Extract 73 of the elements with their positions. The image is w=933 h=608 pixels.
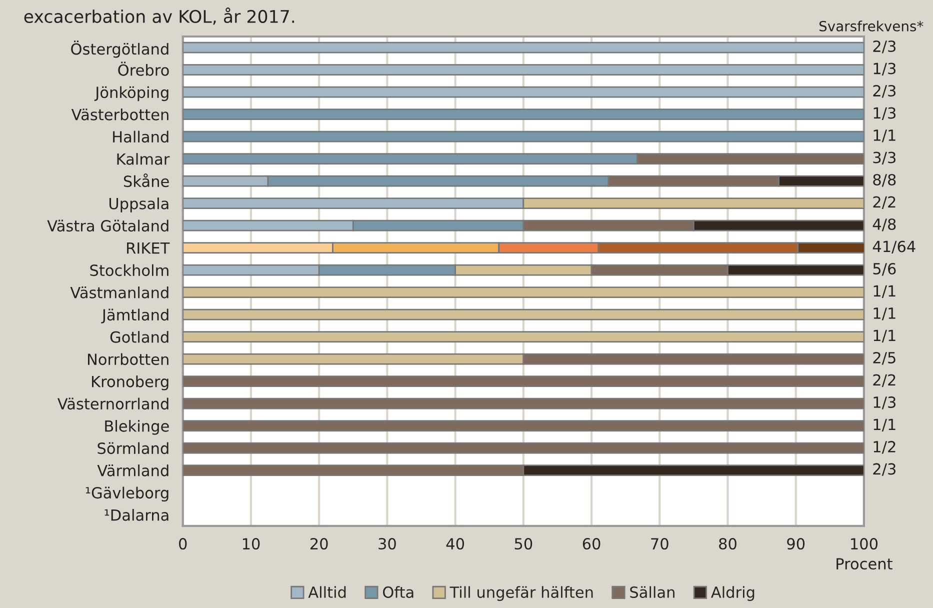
y-tick-label: Uppsala — [109, 198, 168, 212]
text: Svarsfrekvens* — [819, 20, 924, 32]
y-tick-label: Sörmland — [98, 442, 168, 454]
x-tick-label: 50 — [514, 538, 532, 550]
y-tick-label: Västernorrland — [57, 398, 168, 410]
x-tick-label: 100 — [851, 538, 878, 550]
y-tick-label: Kronoberg — [92, 376, 168, 390]
y-tick-label: Jönköping — [94, 86, 168, 102]
bar — [182, 286, 864, 298]
text: 1/1 — [874, 130, 896, 142]
y-tick-label: Blekinge — [105, 420, 169, 435]
legend-label: Aldrig — [711, 586, 754, 601]
legend-label: Sällan — [630, 586, 674, 598]
y-tick-label: Jämtland — [101, 308, 168, 324]
bar — [182, 86, 864, 98]
y-tick-label: Skåne — [124, 173, 169, 188]
bar — [182, 308, 864, 320]
text: 2/3 — [873, 40, 896, 54]
chart-title: excacerbation av KOL, år 2017. — [24, 8, 294, 25]
bar — [182, 376, 864, 388]
y-tick-label: Västerbotten — [71, 108, 168, 120]
y-tick-label: Västmanland — [70, 286, 168, 298]
y-tick-label: Östergötland — [71, 40, 168, 58]
x-tick-label: 40 — [446, 538, 464, 550]
x-tick-label: 20 — [310, 538, 328, 550]
text: 4/8 — [872, 218, 896, 232]
text: 2/2 — [873, 196, 896, 209]
text: 2/3 — [873, 84, 896, 98]
y-tick-label: Västra Götaland — [47, 220, 168, 232]
x-axis-title: Procent — [836, 558, 892, 570]
y-tick-label: Stockholm — [90, 264, 168, 276]
text: 8/8 — [873, 174, 896, 187]
legend-label: Ofta — [382, 586, 414, 598]
text: 2/5 — [873, 352, 896, 365]
x-tick-label: 80 — [719, 538, 736, 550]
bar — [182, 64, 864, 76]
bar — [182, 130, 864, 142]
bar — [182, 108, 864, 120]
text: 1/2 — [874, 440, 896, 454]
text: 1/1 — [874, 308, 896, 320]
text: 1/1 — [874, 285, 896, 298]
bar — [182, 331, 864, 343]
text: 1/3 — [874, 396, 896, 410]
legend-label: Alltid — [308, 586, 346, 598]
y-tick-label: Norrbotten — [88, 353, 168, 366]
y-tick-label: ¹Gävleborg — [86, 486, 168, 502]
text: 2/2 — [873, 374, 896, 387]
text: 5/6 — [873, 262, 896, 276]
text: 1/1 — [874, 330, 896, 342]
text: 41/64 — [872, 240, 916, 254]
x-tick-label: 60 — [582, 538, 600, 550]
x-tick-label: 90 — [787, 538, 805, 550]
y-tick-label: Gotland — [110, 331, 168, 343]
bar — [182, 398, 864, 410]
bar — [182, 442, 864, 454]
text: 2/3 — [873, 463, 896, 476]
text: 1/3 — [874, 107, 896, 120]
x-tick-label: 10 — [242, 538, 260, 550]
text: 1/3 — [874, 62, 896, 76]
y-tick-label: Örebro — [118, 62, 169, 76]
x-tick-label: 30 — [378, 538, 396, 550]
y-tick-label: ¹Dalarna — [104, 508, 168, 521]
x-tick-label: 70 — [651, 538, 668, 550]
text: 3/3 — [873, 152, 896, 164]
y-tick-label: Kalmar — [117, 153, 170, 165]
x-tick-label: 0 — [179, 538, 187, 550]
y-tick-label: Värmland — [97, 464, 168, 476]
legend-label: Till ungefär hälften — [450, 586, 593, 601]
text: 1/1 — [874, 418, 896, 432]
bar — [182, 42, 864, 54]
bar — [182, 420, 864, 432]
y-tick-label: RIKET — [127, 242, 170, 254]
y-tick-label: Halland — [113, 130, 168, 143]
